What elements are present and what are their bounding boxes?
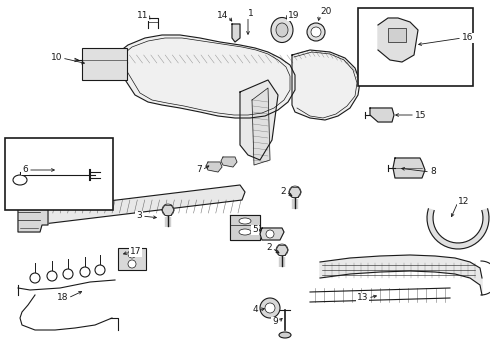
Ellipse shape bbox=[307, 23, 325, 41]
Text: 1: 1 bbox=[248, 9, 254, 18]
Bar bbox=[358, 8, 473, 86]
Text: 10: 10 bbox=[50, 54, 62, 63]
Ellipse shape bbox=[311, 27, 321, 37]
Polygon shape bbox=[18, 196, 48, 232]
Text: 13: 13 bbox=[357, 293, 368, 302]
Polygon shape bbox=[370, 108, 394, 122]
Circle shape bbox=[260, 298, 280, 318]
Circle shape bbox=[47, 271, 57, 281]
Text: 15: 15 bbox=[415, 111, 426, 120]
Circle shape bbox=[276, 244, 288, 256]
Circle shape bbox=[128, 260, 136, 268]
Ellipse shape bbox=[276, 23, 288, 37]
Text: 17: 17 bbox=[130, 248, 142, 256]
Text: 6: 6 bbox=[22, 166, 28, 175]
Text: 2: 2 bbox=[267, 243, 272, 252]
Circle shape bbox=[266, 230, 274, 238]
Circle shape bbox=[265, 303, 275, 313]
Polygon shape bbox=[32, 185, 245, 225]
Ellipse shape bbox=[239, 218, 251, 224]
Circle shape bbox=[30, 273, 40, 283]
Polygon shape bbox=[320, 255, 482, 295]
FancyBboxPatch shape bbox=[118, 248, 146, 270]
Ellipse shape bbox=[279, 332, 291, 338]
Polygon shape bbox=[206, 162, 222, 172]
Ellipse shape bbox=[271, 18, 293, 42]
Text: 3: 3 bbox=[136, 211, 142, 220]
Ellipse shape bbox=[239, 229, 251, 235]
Ellipse shape bbox=[13, 175, 27, 185]
Bar bbox=[82, 48, 127, 80]
Polygon shape bbox=[292, 50, 360, 120]
Circle shape bbox=[162, 204, 174, 216]
Bar bbox=[5, 138, 113, 210]
Polygon shape bbox=[221, 157, 237, 167]
Text: 11: 11 bbox=[137, 12, 148, 21]
Text: 2: 2 bbox=[280, 188, 286, 197]
Bar bbox=[388, 28, 406, 42]
Polygon shape bbox=[115, 35, 295, 118]
Circle shape bbox=[63, 269, 73, 279]
Text: 20: 20 bbox=[320, 8, 331, 17]
Text: 9: 9 bbox=[272, 318, 278, 327]
Polygon shape bbox=[260, 228, 284, 240]
Text: 8: 8 bbox=[430, 167, 436, 176]
Text: 14: 14 bbox=[217, 12, 228, 21]
Text: 4: 4 bbox=[252, 306, 258, 315]
Circle shape bbox=[80, 267, 90, 277]
Polygon shape bbox=[427, 209, 489, 249]
Circle shape bbox=[128, 250, 136, 258]
Text: 19: 19 bbox=[288, 12, 299, 21]
Circle shape bbox=[289, 186, 301, 198]
Polygon shape bbox=[240, 80, 278, 160]
Text: 5: 5 bbox=[252, 225, 258, 234]
Polygon shape bbox=[378, 18, 418, 62]
Text: 18: 18 bbox=[56, 293, 68, 302]
Circle shape bbox=[95, 265, 105, 275]
Polygon shape bbox=[393, 158, 425, 178]
Polygon shape bbox=[252, 88, 270, 165]
Polygon shape bbox=[232, 24, 240, 42]
Text: 12: 12 bbox=[458, 198, 469, 207]
Text: 16: 16 bbox=[462, 33, 473, 42]
Polygon shape bbox=[230, 215, 260, 240]
Text: 7: 7 bbox=[196, 166, 202, 175]
